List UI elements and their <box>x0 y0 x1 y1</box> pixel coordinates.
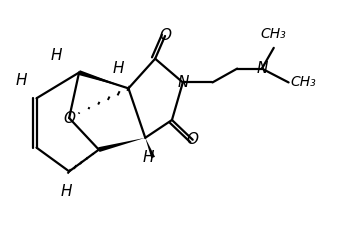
Text: O: O <box>159 28 171 43</box>
Text: H: H <box>113 61 124 76</box>
Text: CH₃: CH₃ <box>261 27 287 41</box>
Polygon shape <box>98 138 145 152</box>
Text: H: H <box>60 184 72 199</box>
Text: O: O <box>63 110 75 125</box>
Text: N: N <box>256 61 268 76</box>
Text: N: N <box>177 75 188 90</box>
Text: H: H <box>143 150 154 165</box>
Polygon shape <box>78 70 128 88</box>
Polygon shape <box>145 138 155 158</box>
Text: H: H <box>16 73 28 88</box>
Text: O: O <box>187 132 199 147</box>
Text: CH₃: CH₃ <box>290 76 316 89</box>
Text: H: H <box>51 48 62 63</box>
